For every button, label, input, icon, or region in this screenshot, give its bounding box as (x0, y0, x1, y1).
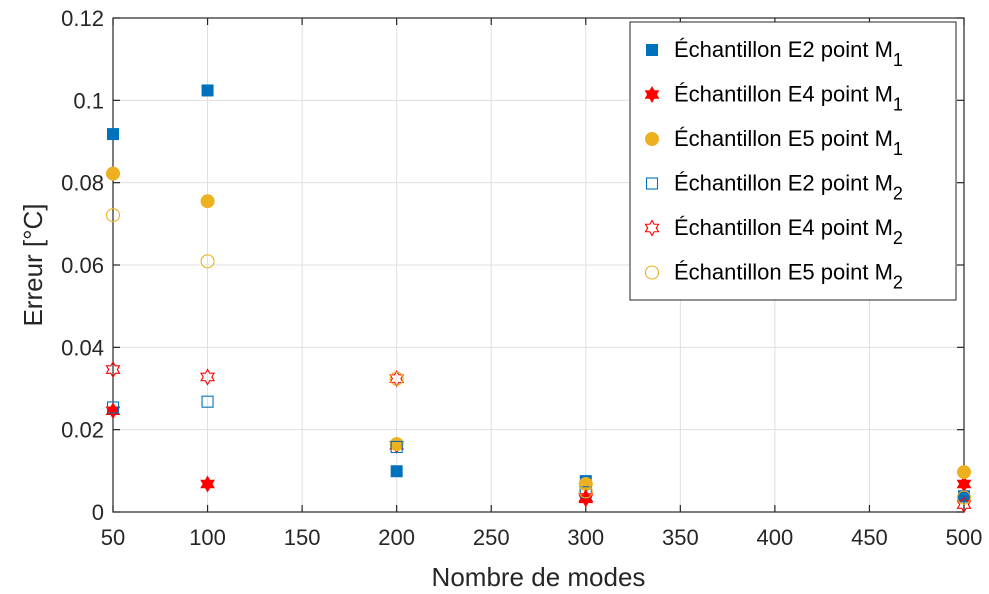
x-tick-label: 50 (101, 525, 125, 550)
data-point (578, 484, 593, 499)
legend-marker (645, 177, 659, 190)
y-tick-label: 0.1 (73, 88, 104, 113)
legend: Échantillon E2 point M1 Échantillon E4 po… (629, 21, 957, 301)
legend-marker (645, 132, 659, 146)
y-axis-title: Erreur [°C] (18, 203, 48, 326)
data-point (107, 128, 119, 141)
x-tick-label: 150 (284, 525, 321, 550)
legend-entry: Échantillon E2 point M2 (674, 171, 903, 204)
data-point (200, 368, 216, 386)
data-point (106, 401, 120, 414)
legend-entry: Échantillon E4 point M2 (674, 215, 903, 248)
x-tick-label: 400 (757, 525, 794, 550)
legend-marker (644, 85, 660, 104)
axis-ticks: 50 100 150 200 250 300 350 400 450 500 0 0.02 0.04 0.… (61, 6, 982, 550)
legend-box (629, 21, 957, 301)
data-point (106, 166, 120, 181)
data-point (201, 395, 214, 408)
data-point (105, 208, 121, 223)
x-tick-label: 250 (473, 525, 510, 550)
data-point (390, 440, 403, 454)
legend-marker (644, 265, 660, 280)
data-point (390, 465, 403, 478)
x-tick-label: 300 (567, 525, 604, 550)
y-tick-label: 0.08 (61, 171, 104, 196)
data-point (389, 437, 404, 452)
data-point (105, 402, 121, 420)
legend-marker (644, 219, 660, 237)
y-tick-label: 0.12 (61, 6, 104, 31)
legend-marker (646, 44, 658, 56)
data-point (578, 490, 594, 508)
data-point (105, 360, 121, 379)
data-point (200, 254, 215, 269)
y-tick-label: 0.02 (61, 418, 104, 443)
y-tick-label: 0 (92, 500, 104, 525)
y-tick-label: 0.04 (61, 335, 104, 360)
x-tick-label: 350 (662, 525, 699, 550)
data-point (389, 371, 404, 386)
data-point (578, 477, 593, 492)
data-point (956, 495, 972, 514)
x-axis-title: Nombre de modes (432, 562, 646, 592)
y-tick-label: 0.06 (61, 253, 104, 278)
x-tick-label: 450 (851, 525, 888, 550)
x-tick-label: 200 (378, 525, 415, 550)
x-tick-label: 100 (189, 525, 226, 550)
legend-entry: Échantillon E5 point M2 (674, 260, 903, 293)
data-point (201, 84, 214, 97)
data-points (105, 84, 972, 514)
data-point (956, 490, 972, 505)
legend-entry: Échantillon E5 point M1 (674, 126, 903, 159)
data-point (200, 194, 215, 209)
x-tick-label: 500 (946, 525, 983, 550)
legend-entry: Échantillon E4 point M1 (674, 82, 903, 115)
legend-entry: Échantillon E2 point M1 (674, 37, 903, 70)
data-point (200, 475, 215, 493)
data-point (389, 370, 405, 388)
data-point (957, 465, 971, 480)
